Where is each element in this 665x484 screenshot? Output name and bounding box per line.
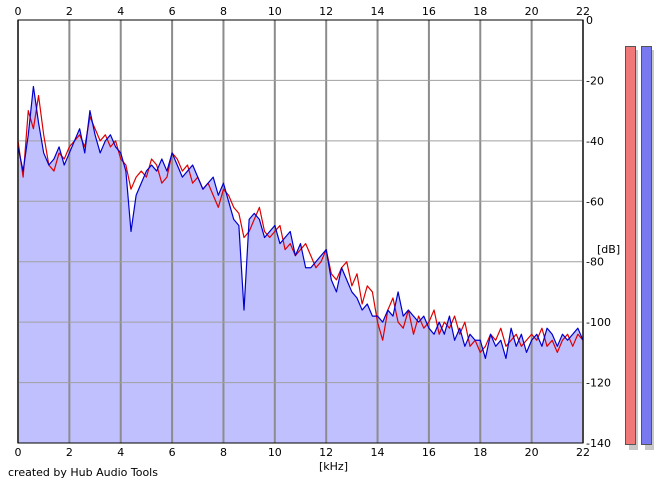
series-line-red xyxy=(17,94,584,353)
x-tick-label-bottom: 18 xyxy=(473,446,487,459)
x-tick-label-bottom: 16 xyxy=(422,446,436,459)
x-tick-label-bottom: 22 xyxy=(576,446,590,459)
y-tick-label: -40 xyxy=(586,135,604,148)
x-tick-label-bottom: 2 xyxy=(66,446,73,459)
x-tick-label-bottom: 6 xyxy=(169,446,176,459)
x-tick-label-top: 14 xyxy=(371,5,385,18)
y-axis-label: [dB] xyxy=(597,243,621,256)
x-tick-label-top: 4 xyxy=(117,5,124,18)
series-line-blue xyxy=(17,85,584,359)
x-tick-label-top: 20 xyxy=(525,5,539,18)
x-tick-label-bottom: 4 xyxy=(117,446,124,459)
x-tick-label-bottom: 0 xyxy=(15,446,22,459)
x-tick-label-top: 2 xyxy=(66,5,73,18)
y-tick-label: -80 xyxy=(586,256,604,269)
y-tick-label: -140 xyxy=(586,437,611,450)
x-tick-label-top: 10 xyxy=(268,5,282,18)
y-tick-label: -120 xyxy=(586,377,611,390)
x-tick-label-top: 16 xyxy=(422,5,436,18)
x-tick-label-top: 0 xyxy=(15,5,22,18)
y-tick-label: -60 xyxy=(586,195,604,208)
plot-frame xyxy=(17,19,584,444)
x-tick-label-top: 22 xyxy=(576,5,590,18)
right-channel-meter xyxy=(641,46,652,445)
x-tick-label-bottom: 14 xyxy=(371,446,385,459)
x-tick-label-top: 6 xyxy=(169,5,176,18)
credit-text: created by Hub Audio Tools xyxy=(8,466,158,479)
x-tick-label-bottom: 12 xyxy=(319,446,333,459)
x-tick-label-top: 8 xyxy=(220,5,227,18)
x-axis-label: [kHz] xyxy=(319,460,348,473)
x-tick-label-top: 18 xyxy=(473,5,487,18)
y-tick-label: -20 xyxy=(586,74,604,87)
x-tick-label-bottom: 8 xyxy=(220,446,227,459)
y-tick-label: -100 xyxy=(586,316,611,329)
x-tick-label-bottom: 20 xyxy=(525,446,539,459)
x-tick-label-bottom: 10 xyxy=(268,446,282,459)
left-channel-meter xyxy=(625,46,636,445)
y-tick-label: 0 xyxy=(586,14,593,27)
x-tick-label-top: 12 xyxy=(319,5,333,18)
